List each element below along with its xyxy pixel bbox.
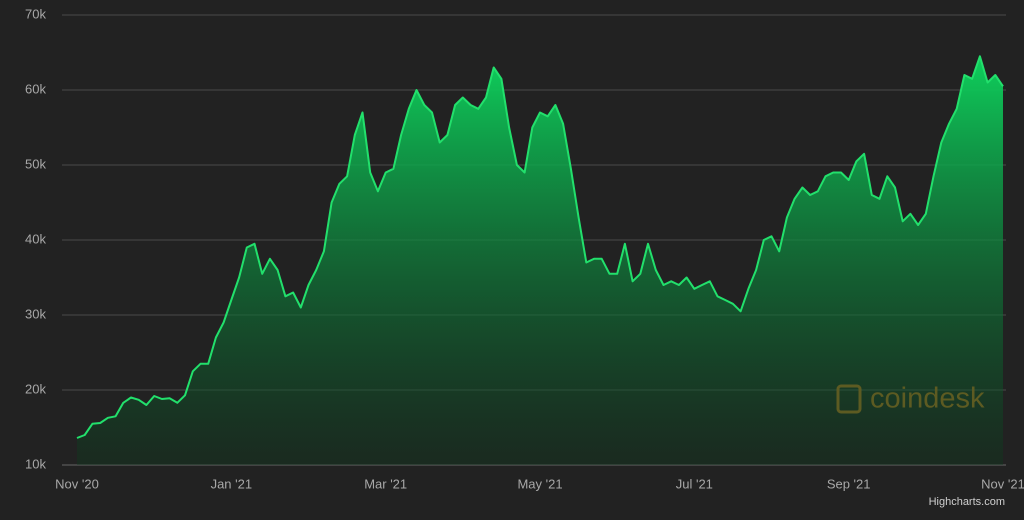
credits[interactable]: Highcharts.com	[929, 496, 1005, 508]
y-tick-label: 20k	[25, 381, 46, 396]
y-tick-label: 30k	[25, 306, 46, 321]
x-tick-label: Nov '21	[981, 476, 1024, 491]
y-tick-label: 50k	[25, 156, 46, 171]
y-tick-label: 70k	[25, 6, 46, 21]
y-tick-label: 60k	[25, 81, 46, 96]
line	[76, 55, 1004, 439]
x-tick-label: Jan '21	[211, 476, 253, 491]
y-tick-label: 40k	[25, 231, 46, 246]
x-tick-label: Jul '21	[676, 476, 713, 491]
area	[77, 56, 1003, 466]
watermark: coindesk	[870, 383, 985, 415]
x-tick-label: Sep '21	[827, 476, 871, 491]
x-tick-label: May '21	[517, 476, 562, 491]
x-tick-label: Mar '21	[364, 476, 407, 491]
y-tick-label: 10k	[25, 456, 46, 471]
x-tick-label: Nov '20	[55, 476, 99, 491]
watermark-logo	[836, 384, 862, 414]
